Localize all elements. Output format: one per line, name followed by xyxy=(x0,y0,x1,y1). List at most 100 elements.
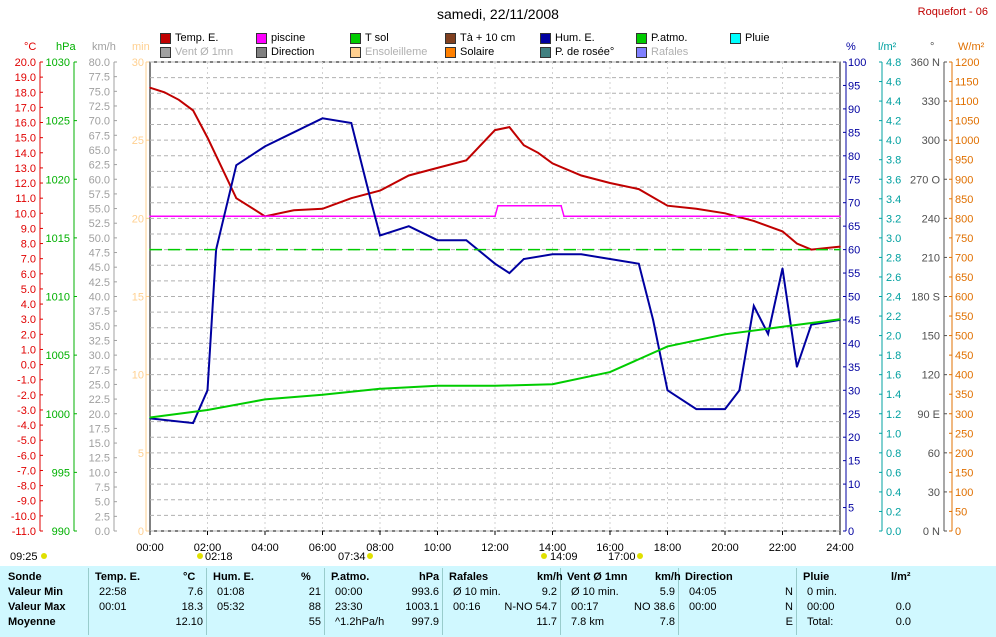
pct-tick: 85 xyxy=(848,127,860,139)
data-point xyxy=(522,144,525,147)
data-point xyxy=(350,197,353,199)
temp-tick: 17.0 xyxy=(15,102,36,114)
legend-label: P. de rosée° xyxy=(555,46,615,58)
pct-tick: 100 xyxy=(848,57,866,69)
lm2-tick: 4.2 xyxy=(886,116,901,128)
temp-tick: -1.0 xyxy=(17,375,36,387)
time-tick: 10:00 xyxy=(424,542,452,554)
data-point xyxy=(206,409,209,411)
data-point xyxy=(839,248,841,251)
wm2-tick: 150 xyxy=(955,467,973,479)
temp-tick: 14.0 xyxy=(15,148,36,160)
temp-tick: 2.0 xyxy=(21,329,36,341)
min-tick: 10 xyxy=(132,370,144,382)
stats-value: 997.9 xyxy=(411,616,439,628)
data-point xyxy=(695,207,698,210)
stats-value: 993.6 xyxy=(411,586,439,598)
kmh-tick: 80.0 xyxy=(89,57,110,69)
lm2-tick: 1.2 xyxy=(886,409,901,421)
stats-time: ^1.2hPa/h xyxy=(335,616,385,628)
stats-time: 00:17 xyxy=(571,601,599,613)
data-point xyxy=(149,248,151,251)
pct-tick: 70 xyxy=(848,198,860,210)
pct-tick: 50 xyxy=(848,292,860,304)
time-tick: 20:00 xyxy=(711,542,739,554)
temp-tick: 13.0 xyxy=(15,163,36,175)
stats-value: 12.10 xyxy=(175,616,203,628)
temp-tick: 20.0 xyxy=(15,57,36,69)
data-point xyxy=(551,383,554,386)
kmh-tick: 10.0 xyxy=(89,467,110,479)
temp-tick: -6.0 xyxy=(17,450,36,462)
data-point xyxy=(609,258,611,260)
deg-tick: 180 S xyxy=(911,292,940,304)
hpa-tick: 990 xyxy=(52,526,70,538)
hpa-tick: 1025 xyxy=(46,116,70,128)
legend-swatch xyxy=(350,32,361,44)
stats-header-pluie: Pluie xyxy=(803,571,830,583)
stats-header-dir: Direction xyxy=(685,571,733,583)
data-point xyxy=(724,212,726,215)
data-point xyxy=(522,258,525,260)
kmh-tick: 20.0 xyxy=(89,409,110,421)
sun-marker: 09:25 xyxy=(10,551,38,563)
stats-time: Total: xyxy=(807,616,834,628)
stats-unit-pluie: l/m² xyxy=(891,571,911,583)
lm2-tick: 0.4 xyxy=(886,487,901,499)
legend-swatch xyxy=(256,32,267,44)
hpa-tick: 1015 xyxy=(46,233,70,245)
sun-marker: 07:34 xyxy=(338,551,366,563)
lm2-tick: 1.6 xyxy=(886,370,901,382)
temp-tick: 7.0 xyxy=(21,254,36,266)
stats-value: 21 xyxy=(308,586,321,598)
data-point xyxy=(508,272,511,274)
lm2-tick: 2.6 xyxy=(886,272,901,284)
data-point xyxy=(839,318,841,320)
data-point xyxy=(235,197,238,199)
lm2-tick: 3.4 xyxy=(886,194,901,206)
stats-header-raf: Rafales xyxy=(449,571,489,583)
legend-item: P.atmo. xyxy=(636,32,688,44)
kmh-tick: 57.5 xyxy=(89,189,110,201)
legend-item: Ensoleilleme xyxy=(350,46,427,58)
legend-swatch xyxy=(256,46,267,58)
data-point xyxy=(264,398,266,401)
data-point xyxy=(796,366,798,368)
wm2-tick: 650 xyxy=(955,272,973,284)
kmh-tick: 62.5 xyxy=(89,160,110,172)
stats-time: 0 min. xyxy=(807,586,837,598)
data-point xyxy=(738,389,741,392)
wm2-tick: 1000 xyxy=(955,135,979,147)
temp-tick: -4.0 xyxy=(17,420,36,432)
hpa-tick: 1010 xyxy=(46,292,70,304)
hpa-tick: 1020 xyxy=(46,174,70,186)
data-point xyxy=(379,189,381,192)
legend-item: Pluie xyxy=(730,32,769,44)
stats-header-sonde: Sonde xyxy=(8,571,42,583)
kmh-tick: 55.0 xyxy=(89,204,110,216)
unit-label: hPa xyxy=(56,41,76,53)
stats-value: N xyxy=(785,601,793,613)
legend-label: T sol xyxy=(365,32,389,44)
data-point xyxy=(465,159,468,162)
wm2-tick: 1200 xyxy=(955,57,979,69)
kmh-tick: 25.0 xyxy=(89,379,110,391)
legend-swatch xyxy=(160,32,171,44)
data-point xyxy=(407,174,410,177)
data-point xyxy=(350,122,353,124)
wm2-tick: 1150 xyxy=(955,77,979,89)
stats-value: 0.0 xyxy=(895,616,911,628)
legend-item: Solaire xyxy=(445,46,494,58)
stats-header-vent: Vent Ø 1mn xyxy=(567,571,628,583)
data-point xyxy=(839,245,841,248)
hpa-tick: 1030 xyxy=(46,57,70,69)
data-point xyxy=(206,389,209,392)
time-tick: 02:00 xyxy=(194,542,222,554)
stats-unit-hum: % xyxy=(301,571,311,583)
deg-tick: 30 xyxy=(928,487,940,499)
sun-marker: 17:00 xyxy=(608,551,636,563)
pct-tick: 25 xyxy=(848,409,860,421)
station-name: Roquefort - 06 xyxy=(917,6,988,18)
temp-tick: 10.0 xyxy=(15,208,36,220)
kmh-tick: 15.0 xyxy=(89,438,110,450)
